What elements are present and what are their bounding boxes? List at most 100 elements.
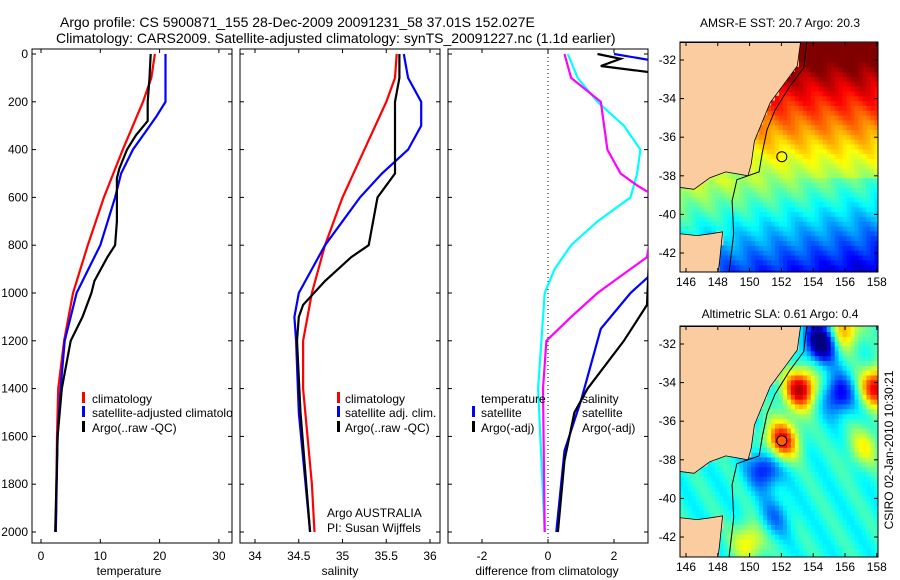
map-cell — [834, 360, 840, 366]
map-cell — [862, 370, 868, 376]
map-cell — [858, 355, 864, 361]
map-cell — [858, 115, 864, 121]
map-cell — [794, 124, 800, 131]
map-cell — [763, 197, 768, 203]
map-cell — [806, 437, 812, 443]
map-cell — [862, 389, 868, 395]
map-cell — [862, 452, 868, 458]
map-cell — [723, 187, 728, 193]
land-south — [680, 231, 724, 272]
map-cell — [834, 187, 840, 193]
map-cell — [838, 100, 844, 106]
map-cell — [826, 57, 832, 63]
map-cell — [858, 336, 864, 342]
map-cell — [870, 81, 875, 87]
map-cell — [707, 197, 713, 203]
map-cell — [874, 148, 878, 155]
map-cell — [850, 47, 856, 53]
map-cell — [787, 86, 792, 92]
map-cell — [775, 226, 780, 232]
map-cell — [806, 432, 812, 439]
map-cell — [775, 172, 780, 179]
map-cell — [826, 90, 832, 97]
map-cell — [794, 264, 800, 270]
map-cell — [874, 350, 878, 357]
map-cell — [818, 510, 824, 516]
map-cell — [783, 481, 788, 487]
map-cell — [810, 76, 816, 82]
map-cell — [830, 110, 836, 116]
map-cell — [874, 514, 878, 521]
map-cell — [787, 211, 792, 217]
map-cell — [818, 553, 824, 557]
map-cell — [783, 100, 788, 106]
map-cell — [870, 57, 875, 63]
map-cell — [858, 71, 864, 77]
map-cell — [882, 221, 887, 226]
map-cell — [834, 226, 840, 232]
map-cell — [703, 476, 709, 482]
map-cell — [771, 471, 776, 477]
map-cell — [751, 466, 756, 472]
map-cell — [858, 47, 864, 53]
map-cell — [763, 216, 768, 222]
map-cell — [834, 235, 840, 241]
map-cell — [810, 163, 816, 169]
map-cell — [687, 206, 693, 213]
map-cell — [802, 326, 808, 332]
map-cell — [723, 500, 728, 506]
map-cell — [703, 182, 709, 188]
map-cell — [822, 119, 828, 126]
map-cell — [755, 500, 760, 506]
map-cell — [854, 365, 860, 371]
map-cell — [787, 543, 792, 550]
map-cell — [830, 500, 836, 506]
map-cell — [806, 216, 812, 222]
map-cell — [802, 240, 808, 246]
map-cell — [846, 379, 852, 386]
map-cell — [846, 485, 852, 492]
map-cell — [794, 452, 800, 458]
map-cell — [731, 264, 736, 270]
map-cell — [787, 81, 792, 87]
map-cell — [838, 350, 844, 357]
map-cell — [707, 476, 713, 482]
map-cell — [790, 548, 796, 554]
map-cell — [850, 66, 856, 73]
map-cell — [779, 230, 784, 237]
map-cell — [755, 505, 760, 511]
map-cell — [850, 187, 856, 193]
map-cell — [798, 447, 804, 453]
map-cell — [810, 481, 816, 487]
map-cell — [794, 192, 800, 198]
map-cell — [790, 86, 796, 92]
map-cell — [822, 47, 828, 53]
map-cell — [870, 139, 875, 145]
map-cell — [870, 201, 875, 208]
map-cell — [838, 240, 844, 246]
map-cell — [783, 490, 788, 497]
map-cell — [846, 57, 852, 63]
map-cell — [683, 505, 689, 511]
map-cell — [834, 336, 840, 342]
map-cell — [846, 461, 852, 468]
map-cell — [743, 495, 748, 501]
map-cell — [830, 182, 836, 188]
map-cell — [775, 408, 780, 415]
map-cell — [822, 66, 828, 73]
map-cell — [802, 447, 808, 453]
map-cell — [771, 216, 776, 222]
map-cell — [759, 240, 764, 246]
map-cell — [838, 543, 844, 550]
map-cell — [755, 519, 760, 525]
map-cell — [866, 389, 872, 395]
map-cell — [747, 548, 752, 554]
map-cell — [680, 490, 685, 497]
map-cell — [711, 505, 716, 511]
map-cell — [755, 432, 760, 439]
map-cell — [794, 553, 800, 557]
map-cell — [727, 230, 732, 237]
map-cell — [838, 201, 844, 208]
map-cell — [683, 500, 689, 506]
map-cell — [822, 495, 828, 501]
